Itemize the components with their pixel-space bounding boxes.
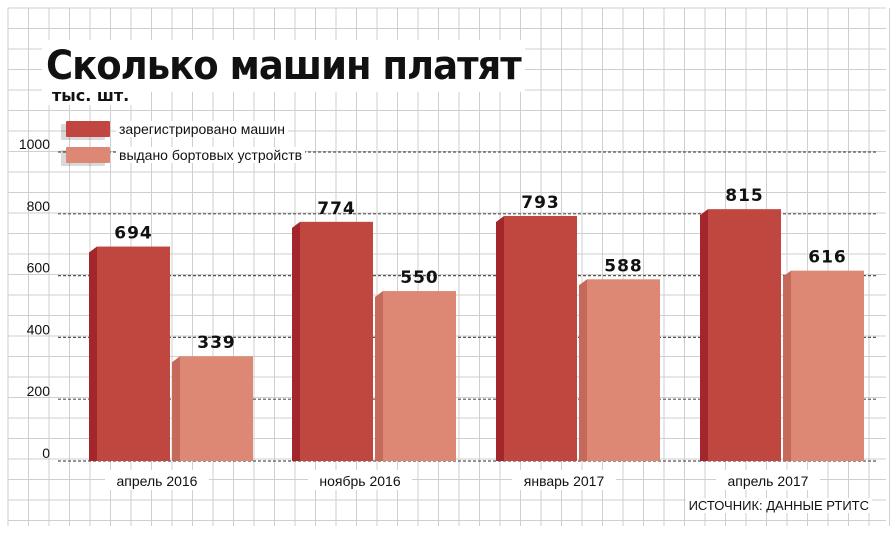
legend-label-devices: выдано бортовых устройств (116, 147, 306, 163)
legend-swatch-devices (66, 147, 110, 163)
legend: зарегистрировано машин выдано бортовых у… (66, 116, 306, 168)
bar-side (783, 270, 791, 461)
y-tick-label: 200 (27, 383, 51, 399)
legend-label-registered: зарегистрировано машин (116, 121, 288, 137)
x-tick-label-bg (105, 470, 209, 490)
bar (97, 246, 170, 461)
bar (383, 291, 456, 461)
bar-side (89, 246, 97, 461)
bar-side (292, 221, 300, 461)
bar-side (172, 356, 180, 461)
x-tick-label: апрель 2017 (728, 473, 809, 489)
bar-value-label: 774 (317, 199, 356, 219)
bar-value-label: 694 (114, 224, 153, 244)
legend-item-registered: зарегистрировано машин (66, 116, 305, 142)
bar-side (579, 279, 587, 461)
bar (504, 215, 577, 461)
legend-swatch-registered (66, 121, 110, 137)
x-tick-label-bg (716, 470, 820, 490)
bar (791, 270, 864, 461)
bar-value-label: 815 (725, 186, 764, 206)
y-tick-label: 400 (27, 321, 51, 337)
legend-item-devices: выдано бортовых устройств (66, 142, 306, 168)
bar-value-label: 339 (197, 333, 236, 353)
bar (300, 221, 373, 461)
y-tick-label: 800 (27, 198, 51, 214)
bar (708, 209, 781, 461)
bar-side (496, 215, 504, 461)
bar (587, 279, 660, 461)
chart-subtitle: тыс. шт. (48, 86, 134, 105)
bar-value-label: 616 (808, 248, 847, 268)
chart-title: Сколько машин платят (42, 40, 525, 92)
source-note: ИСТОЧНИК: ДАННЫЕ РТИТС (685, 498, 872, 513)
x-tick-label-bg (512, 470, 616, 490)
x-tick-label-bg (308, 470, 412, 490)
x-tick-label: апрель 2016 (117, 473, 198, 489)
x-tick-label: январь 2017 (524, 473, 605, 489)
bar-side (375, 291, 383, 461)
bar-value-label: 793 (521, 193, 560, 213)
bar-side (700, 209, 708, 461)
x-tick-label: ноябрь 2016 (319, 473, 400, 489)
bar-value-label: 588 (604, 256, 643, 276)
y-tick-label: 0 (42, 445, 50, 461)
y-tick-label: 1000 (19, 136, 50, 152)
bar-value-label: 550 (400, 268, 439, 288)
bar (180, 356, 253, 461)
y-tick-label: 600 (27, 260, 51, 276)
